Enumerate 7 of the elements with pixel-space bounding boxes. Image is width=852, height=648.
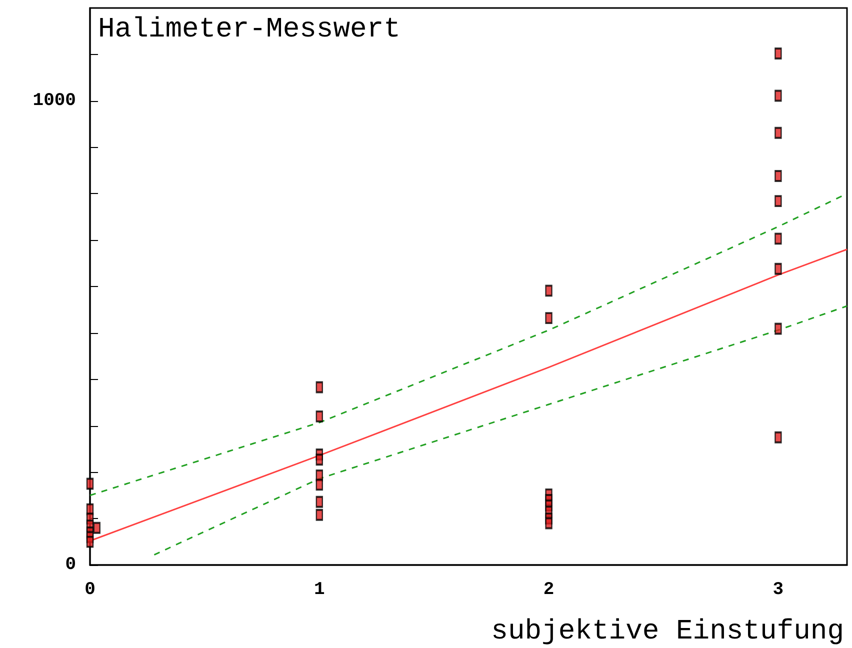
x-axis-title: subjektive Einstufung	[491, 616, 844, 648]
y-tick-label: 1000	[32, 90, 76, 111]
x-tick-label: 2	[543, 580, 554, 600]
y-axis-title: Halimeter-Messwert	[98, 14, 400, 46]
x-tick-label: 3	[772, 580, 784, 600]
x-tick-label: 0	[84, 580, 96, 600]
x-tick-label: 1	[314, 580, 325, 600]
